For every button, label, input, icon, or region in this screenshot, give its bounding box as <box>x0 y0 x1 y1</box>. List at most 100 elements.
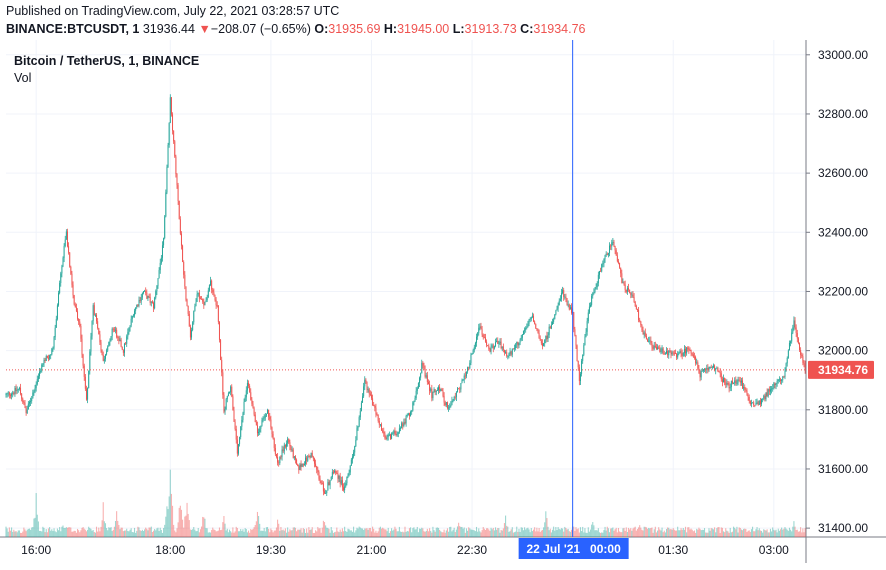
candle-body <box>60 273 62 284</box>
candle-body <box>196 294 198 302</box>
volume-bar <box>592 522 594 537</box>
candle-body <box>296 459 298 465</box>
candle-body <box>102 355 104 361</box>
candle-body <box>84 376 86 389</box>
candle-body <box>640 321 642 326</box>
candle-body <box>347 475 349 477</box>
volume-bar <box>737 532 739 537</box>
candle-body <box>709 367 711 368</box>
volume-bar <box>356 527 358 537</box>
candle-body <box>566 298 568 305</box>
candle-body <box>509 351 511 354</box>
volume-bar <box>204 518 206 537</box>
volume-bar <box>318 528 320 537</box>
candle-body <box>315 463 317 467</box>
candle-body <box>354 446 356 453</box>
volume-bar <box>277 519 279 537</box>
candle-body <box>272 434 274 439</box>
volume-bar <box>217 530 219 537</box>
volume-bar <box>361 528 364 537</box>
volume-bar <box>517 531 519 537</box>
price-axis[interactable]: 33000.00 32800.00 32600.00 32400.00 32200.00… <box>806 48 874 535</box>
volume-bar <box>545 511 547 537</box>
volume-bar <box>507 526 509 537</box>
candle-body <box>176 174 178 186</box>
volume-bar <box>744 528 746 537</box>
candle-body <box>142 291 144 294</box>
volume-bar <box>367 529 369 537</box>
candle-body <box>699 373 701 378</box>
volume-bar <box>760 530 763 537</box>
candle-body <box>682 352 684 356</box>
volume-bar <box>745 528 747 537</box>
candle-body <box>735 380 737 384</box>
volume-bar <box>679 530 681 537</box>
volume-bar <box>612 527 614 537</box>
volume-bar <box>234 531 236 537</box>
volume-bar <box>104 523 107 537</box>
volume-bar <box>131 531 133 537</box>
candle-body <box>573 312 575 330</box>
low-label: L: <box>452 22 465 36</box>
volume-bar <box>11 527 13 537</box>
candle-body <box>454 396 456 398</box>
candle-body <box>786 358 788 364</box>
candle-body <box>495 342 497 347</box>
candle-body <box>56 305 58 319</box>
volume-bar <box>288 531 290 537</box>
volume-bar <box>758 528 760 537</box>
volume-bar <box>477 531 479 537</box>
legend-volume[interactable]: Vol <box>14 71 32 85</box>
time-axis[interactable]: 16:00 18:00 19:30 21:00 22:30 01:30 03:00 22 Ju… <box>21 538 789 559</box>
candle-body <box>792 327 794 333</box>
volume-bar <box>680 528 682 537</box>
volume-bar <box>763 529 765 537</box>
volume-bar <box>133 527 136 537</box>
volume-bar <box>470 529 472 537</box>
candle-body <box>311 452 313 458</box>
candle-body <box>480 326 482 330</box>
candle-body <box>331 471 333 477</box>
y-tick-label: 32000.00 <box>818 344 868 358</box>
last-price: 31936.44 <box>142 22 195 36</box>
candle-body <box>610 245 612 247</box>
candle-body <box>175 156 177 175</box>
volume-bar <box>754 531 756 537</box>
volume-bar <box>570 529 573 537</box>
volume-bar <box>798 531 801 537</box>
candle-body <box>300 464 302 467</box>
candle-body <box>139 300 141 302</box>
candle-body <box>87 388 89 400</box>
volume-bar <box>537 531 539 537</box>
candle-body <box>575 335 577 346</box>
volume-bar <box>179 505 181 537</box>
volume-bar <box>506 525 508 537</box>
volume-bar <box>370 531 373 537</box>
candle-body <box>135 307 137 311</box>
legend-title[interactable]: Bitcoin / TetherUS, 1, BINANCE <box>14 54 200 68</box>
candle-body <box>180 233 182 246</box>
volume-bar <box>76 528 79 537</box>
volume-bar <box>522 530 525 537</box>
candle-body <box>648 340 650 342</box>
volume-bar <box>64 527 66 537</box>
volume-bar <box>584 528 586 537</box>
candle-body <box>527 323 529 327</box>
volume-bar <box>481 530 483 537</box>
volume-bar <box>138 527 140 537</box>
candle-body <box>478 327 480 334</box>
high-label: H: <box>383 22 398 36</box>
candle-body <box>790 341 792 344</box>
volume-bar <box>608 532 611 537</box>
candle-body <box>712 365 714 368</box>
volume-bar <box>526 528 528 537</box>
candle-body <box>707 368 709 371</box>
candle-body <box>111 328 113 337</box>
candle-body <box>66 231 68 247</box>
candle-body <box>654 345 656 348</box>
volume-bar <box>427 531 430 537</box>
candle-body <box>298 465 300 471</box>
candle-body <box>549 326 551 329</box>
volume-bar <box>393 529 395 537</box>
